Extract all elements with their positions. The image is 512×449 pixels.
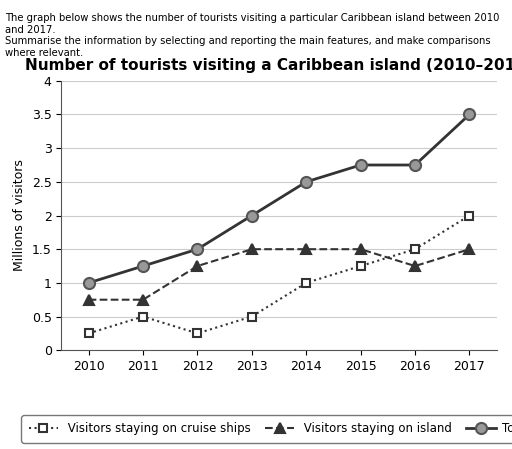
Y-axis label: Millions of visitors: Millions of visitors [13,159,26,272]
Text: The graph below shows the number of tourists visiting a particular Caribbean isl: The graph below shows the number of tour… [5,13,500,35]
Title: Number of tourists visiting a Caribbean island (2010–2017): Number of tourists visiting a Caribbean … [25,58,512,73]
Text: Summarise the information by selecting and reporting the main features, and make: Summarise the information by selecting a… [5,36,490,57]
Legend:  Visitors staying on cruise ships,  Visitors staying on island, Total: Visitors staying on cruise ships, Visito… [22,415,512,443]
